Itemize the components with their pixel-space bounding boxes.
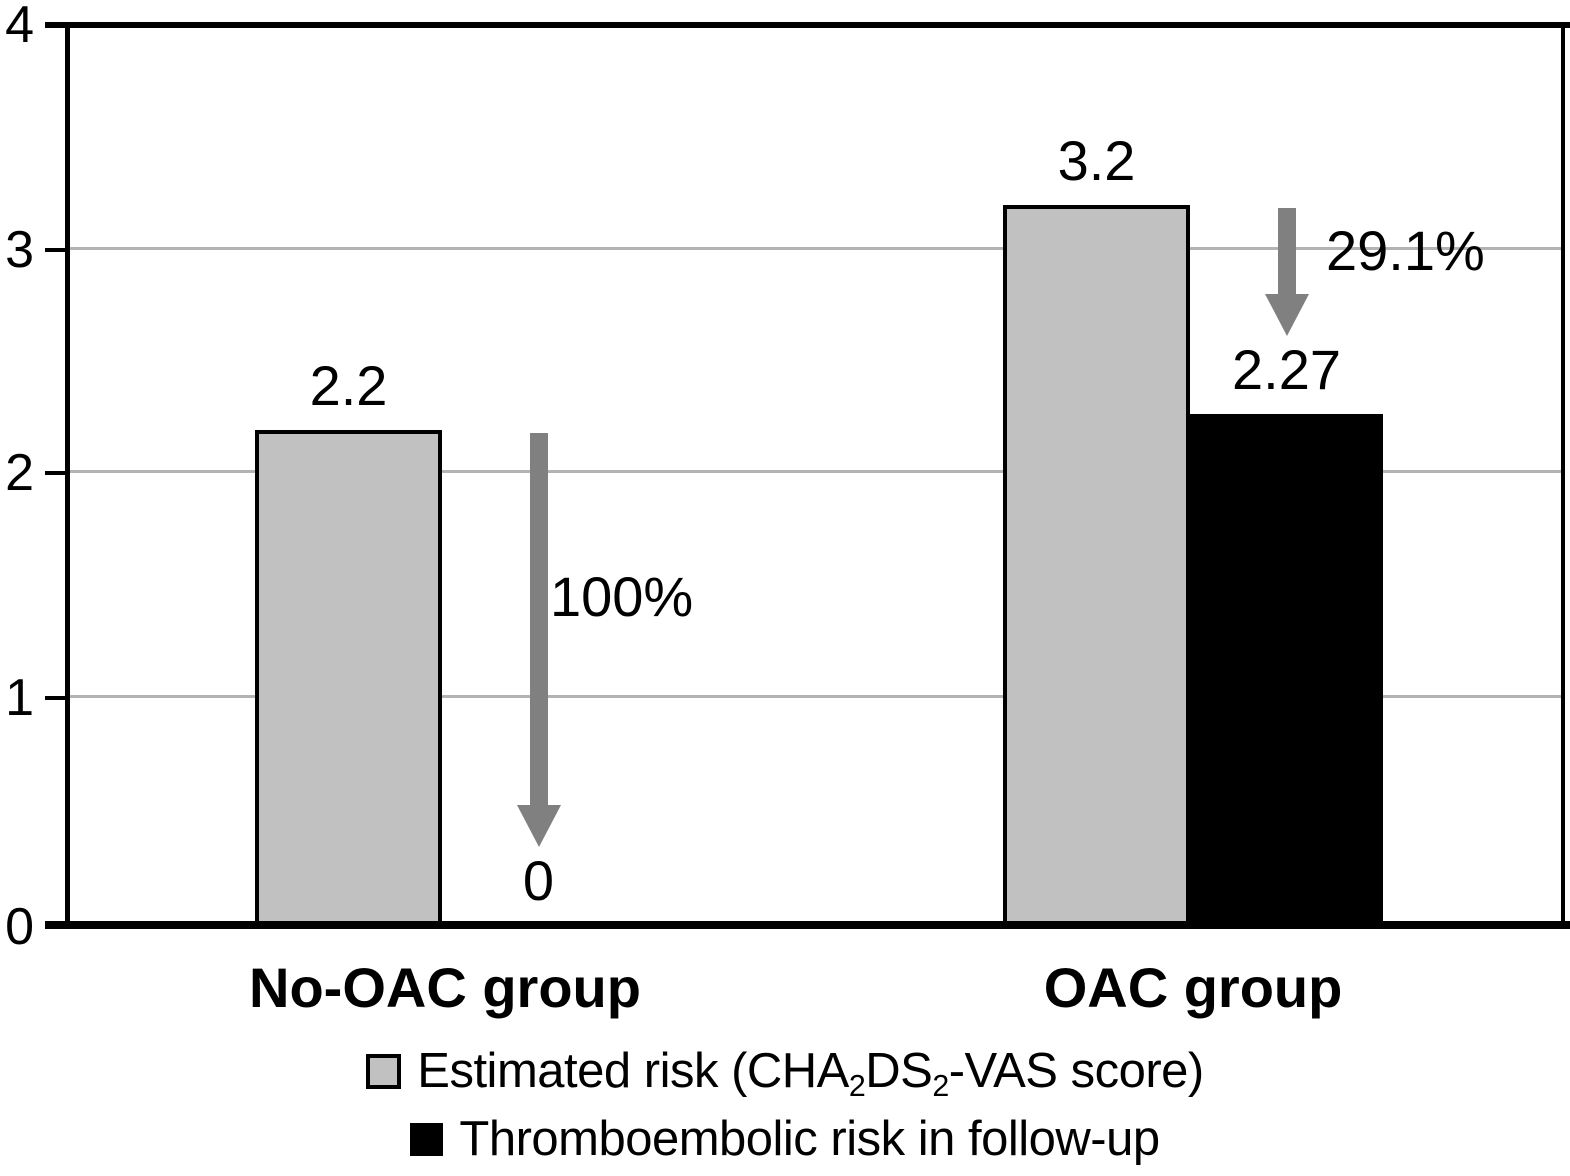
- y-tick-label-2: 2: [5, 444, 34, 502]
- value-label-estimated-no-oac: 2.2: [309, 354, 388, 417]
- legend-text-subscript: 2: [848, 1068, 866, 1103]
- plot-right-border: [1561, 25, 1565, 925]
- legend-text-part: DS: [865, 1043, 933, 1098]
- legend-item-thromboembolic-risk: Thromboembolic risk in follow-up: [410, 1110, 1160, 1168]
- bar-followup-risk-oac: [1190, 414, 1383, 925]
- reduction-percent-oac: 29.1%: [1326, 219, 1485, 282]
- y-tick-label-0: 0: [5, 898, 34, 956]
- value-label-followup-no-oac: 0: [522, 849, 555, 912]
- gridline-3: [70, 247, 1561, 250]
- y-tick-label-3: 3: [5, 221, 34, 279]
- decrease-arrow-oac: [1277, 208, 1296, 294]
- legend-label-thromboembolic-risk: Thromboembolic risk in follow-up: [459, 1111, 1160, 1166]
- decrease-arrow-head-oac: [1264, 294, 1309, 336]
- legend-text-part: Estimated risk (CHA: [417, 1043, 849, 1098]
- legend-text-part: -VAS score): [948, 1043, 1204, 1098]
- decrease-arrow-no-oac: [529, 433, 548, 805]
- y-axis-tick-1: [45, 696, 70, 700]
- gridline-1: [70, 695, 1561, 698]
- category-label-no-oac-group: No-OAC group: [249, 956, 641, 1019]
- legend-label-estimated-risk: Estimated risk (CHA2DS2-VAS score): [417, 1043, 1204, 1101]
- legend-swatch-estimated-risk: [366, 1053, 402, 1089]
- y-tick-label-1: 1: [5, 669, 34, 727]
- bar-estimated-risk-no-oac: [255, 430, 442, 925]
- bar-estimated-risk-oac: [1003, 205, 1190, 925]
- gridline-2: [70, 470, 1561, 473]
- value-label-followup-oac: 2.27: [1232, 338, 1341, 401]
- legend-swatch-thromboembolic-risk: [410, 1122, 444, 1156]
- legend-item-estimated-risk: Estimated risk (CHA2DS2-VAS score): [366, 1042, 1204, 1101]
- legend-text-subscript: 2: [932, 1068, 949, 1103]
- value-label-estimated-oac: 3.2: [1057, 129, 1136, 192]
- x-axis-line: [45, 921, 1570, 929]
- legend: Estimated risk (CHA2DS2-VAS score) Throm…: [0, 1042, 1570, 1168]
- y-tick-label-4: 4: [5, 0, 34, 54]
- decrease-arrow-head-no-oac: [516, 805, 561, 847]
- plot-top-border: [45, 22, 1570, 28]
- category-label-oac-group: OAC group: [1043, 956, 1343, 1019]
- y-axis-line: [65, 25, 70, 925]
- reduction-percent-no-oac: 100%: [550, 565, 694, 628]
- y-axis-tick-3: [45, 248, 70, 252]
- y-axis-tick-2: [45, 471, 70, 475]
